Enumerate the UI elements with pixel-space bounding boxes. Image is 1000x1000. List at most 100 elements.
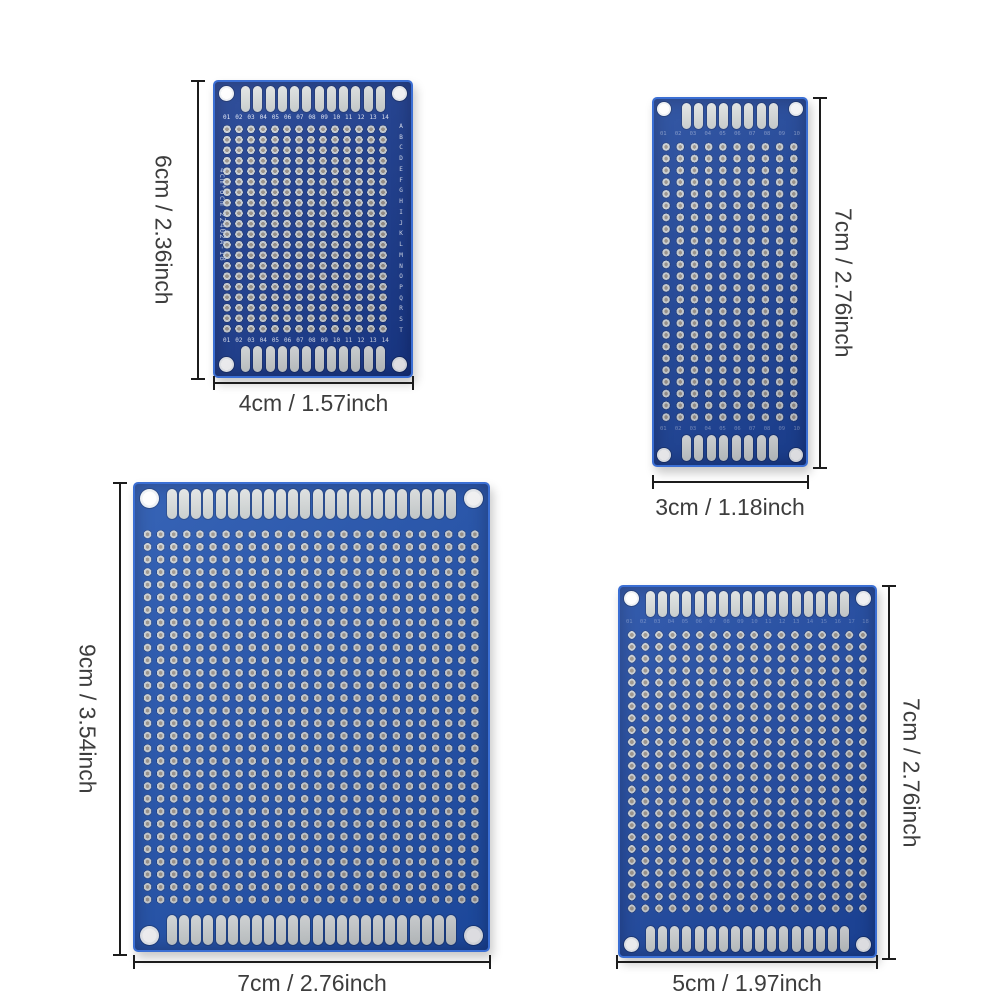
column-number: 02 [235,337,243,344]
silkscreen-text: 4cm*6cm 22402A-18 [218,168,227,262]
solder-pad [791,926,801,952]
solder-pad [375,86,385,112]
column-number: 04 [704,131,712,137]
mounting-hole [789,102,803,116]
column-number: 06 [695,619,703,625]
row-letter: L [399,241,403,249]
solder-pad-row-top [167,489,456,519]
solder-pad [840,591,849,617]
solder-pad [803,591,813,617]
column-number: 06 [284,337,292,344]
solder-pad [227,489,238,519]
solder-pad [191,489,202,519]
column-numbers-top: 01 02 03 04 05 06 07 08 09 10 [660,131,800,138]
column-number: 08 [308,114,316,121]
solder-pad [324,489,335,519]
row-letter: E [399,165,403,173]
column-number: 06 [734,426,741,432]
solder-pad [706,591,716,617]
hole-grid [221,124,389,334]
column-number: 08 [308,337,316,344]
solder-pad [251,915,262,945]
pcb-board-3x7cm: 01 02 03 04 05 06 07 08 09 10 01 02 03 04 05 06 07 08 09 1… [652,97,808,467]
solder-pad [215,489,226,519]
row-letter: B [399,133,403,141]
column-number: 06 [284,114,292,121]
solder-pad [768,103,778,129]
row-letter: O [399,273,403,281]
column-number: 18 [862,619,869,625]
solder-pad [264,489,274,519]
solder-pad [768,435,778,461]
row-letter: Q [399,294,403,302]
solder-pad [706,103,716,129]
solder-pad [363,86,373,112]
column-number: 08 [763,131,771,137]
column-number: 11 [345,114,353,121]
mounting-hole [856,937,871,952]
solder-pad [706,435,716,461]
column-number: 01 [223,337,231,344]
column-number: 16 [834,619,841,625]
column-number: 05 [271,114,280,121]
mounting-hole [464,489,483,508]
column-number: 04 [259,337,267,344]
solder-pad [339,346,349,372]
solder-pad-row-bottom [167,915,456,945]
solder-pad-row-top [241,86,385,112]
dimension-label-width-4cm: 4cm / 1.57inch [238,389,389,416]
solder-pad [706,926,716,952]
solder-pad [203,489,214,519]
solder-pad [779,926,789,952]
solder-pad [397,489,408,519]
column-number: 06 [734,131,741,137]
row-letter: J [399,219,403,227]
column-number: 03 [689,426,697,432]
solder-pad [191,915,202,945]
column-number: 05 [681,619,689,625]
solder-pad [803,926,813,952]
mounting-hole [789,448,803,462]
solder-pad [167,489,177,519]
solder-pad [756,103,766,129]
solder-pad [314,86,324,112]
solder-pad [694,926,704,952]
solder-pad [265,86,275,112]
mounting-hole [624,591,639,606]
column-number: 11 [345,337,353,344]
column-number: 11 [764,619,772,625]
solder-pad [251,489,262,519]
column-number: 09 [320,114,328,121]
dimension-label-height-7cm: 7cm / 2.76inch [898,697,925,848]
mounting-hole [392,86,407,101]
column-number: 04 [704,426,712,432]
column-numbers-bottom: 01 02 03 04 05 06 07 08 09 10 [660,426,800,433]
solder-pad-row-bottom [241,346,385,372]
dimension-line-width-7cm [133,955,491,969]
solder-pad [755,926,765,952]
column-number: 02 [639,619,647,625]
solder-pad [241,346,250,372]
row-letter: D [399,155,403,163]
solder-pad [731,435,741,461]
solder-pad [336,489,347,519]
solder-pad [312,489,323,519]
dimension-line-height-7cm [813,97,827,469]
solder-pad [815,926,825,952]
solder-pad [779,591,789,617]
mounting-hole [392,357,407,372]
solder-pad [409,489,420,519]
solder-pad [827,926,837,952]
solder-pad [409,915,420,945]
column-number: 10 [332,114,341,121]
mounting-hole [140,489,159,508]
solder-pad [302,346,312,372]
column-number: 09 [737,619,744,625]
column-number: 12 [357,114,365,121]
dimension-label-height-9cm: 9cm / 3.54inch [74,644,101,794]
solder-pad [815,591,825,617]
column-number: 15 [820,619,828,625]
mounting-hole [624,937,639,952]
solder-pad [336,915,347,945]
solder-pad [682,591,692,617]
